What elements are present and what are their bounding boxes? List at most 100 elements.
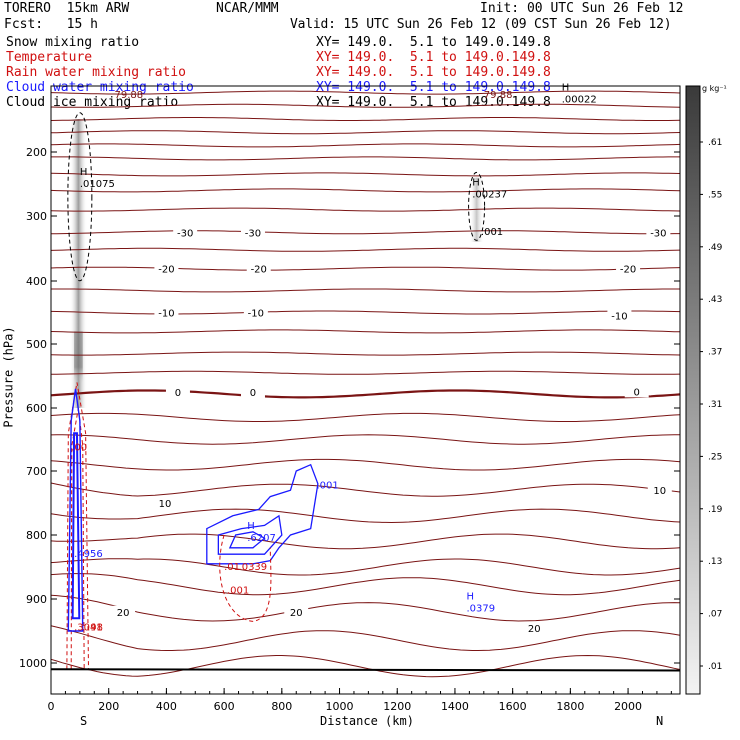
extremum-value: .001 bbox=[227, 585, 249, 596]
extremum-value: .00 bbox=[71, 443, 87, 454]
colorbar-tick-label: .43 bbox=[708, 295, 722, 305]
temperature-label: -20 bbox=[620, 265, 636, 276]
cloud-ice-contour bbox=[67, 112, 93, 282]
temperature-isoline bbox=[50, 143, 681, 148]
cloud-water-contour bbox=[228, 531, 266, 549]
temperature-label: -20 bbox=[251, 265, 267, 276]
temperature-contours bbox=[50, 90, 681, 678]
temperature-isoline bbox=[50, 351, 681, 356]
y-tick-label: 300 bbox=[26, 210, 47, 223]
temperature-isoline bbox=[50, 508, 681, 524]
temperature-label: -20 bbox=[158, 265, 174, 276]
y-tick-label: 700 bbox=[26, 465, 47, 478]
label-bg bbox=[646, 226, 671, 239]
temperature-label: 20 bbox=[117, 608, 130, 619]
snow-shading bbox=[69, 119, 484, 408]
colorbar-tick-label: .37 bbox=[708, 348, 722, 358]
snow-column-base bbox=[74, 331, 83, 383]
extremum-value: .0379 bbox=[466, 603, 495, 614]
plot-frame bbox=[50, 85, 681, 695]
surface-line bbox=[50, 668, 681, 672]
colorbar-tick-label: .55 bbox=[708, 190, 722, 200]
temperature-label: -10 bbox=[248, 309, 264, 320]
x-tick-label: 2000 bbox=[614, 700, 642, 713]
temperature-isoline bbox=[50, 654, 681, 678]
temperature-label: 20 bbox=[528, 624, 541, 635]
temperature-isoline bbox=[51, 156, 680, 161]
label-bg bbox=[522, 621, 547, 634]
temperature-isoline bbox=[50, 188, 681, 193]
temperature-isoline bbox=[50, 594, 681, 622]
x-tick-label: 0 bbox=[48, 700, 55, 713]
axis-ticks: 0 200 400 600 800 1000 1200 1400 1600 1800 2000200… bbox=[19, 146, 680, 713]
colorbar: .61 .55 .49 .43 .37 .31 .25 .19 .13 .07 .01 bbox=[685, 85, 723, 695]
temperature-isoline bbox=[50, 533, 681, 550]
moisture-contours bbox=[66, 112, 486, 670]
label-bg bbox=[246, 262, 271, 275]
label-bg bbox=[152, 497, 177, 509]
label-bg bbox=[284, 605, 309, 618]
extremum-marker: H bbox=[466, 591, 474, 602]
temperature-isoline bbox=[50, 434, 680, 445]
extremum-value: .00022 bbox=[562, 95, 597, 106]
model-label: TORERO 15km ARW bbox=[4, 1, 130, 16]
temperature-isoline bbox=[50, 412, 681, 422]
label-bg bbox=[154, 306, 179, 319]
temperature-label: 0 bbox=[250, 388, 256, 399]
temperature-label: -30 bbox=[245, 228, 261, 239]
extremum-marker: H bbox=[247, 521, 255, 532]
extremum-value: .001 bbox=[481, 227, 503, 238]
temperature-isoline bbox=[50, 103, 681, 108]
y-tick-label: 200 bbox=[26, 146, 47, 159]
label-bg bbox=[154, 262, 179, 275]
temperature-isoline bbox=[50, 130, 681, 135]
x-axis-south-label: S bbox=[80, 714, 88, 728]
label-bg bbox=[647, 484, 672, 497]
colorbar-tick-label: .13 bbox=[708, 557, 722, 567]
temperature-isoline bbox=[50, 558, 681, 576]
legend-xy: XY= 149.0. 5.1 to 149.0.149.8 bbox=[316, 65, 551, 80]
legend-label: Cloud water mixing ratio bbox=[6, 80, 194, 95]
temperature-isoline bbox=[50, 573, 681, 596]
label-bg bbox=[240, 226, 265, 239]
temperature-isoline bbox=[50, 117, 681, 121]
x-tick-label: 1600 bbox=[499, 700, 527, 713]
x-axis-label: Distance (km) bbox=[320, 714, 414, 728]
temperature-isoline bbox=[51, 370, 681, 375]
extremum-value: .01075 bbox=[80, 179, 115, 190]
x-axis-north-label: N bbox=[656, 714, 664, 728]
x-tick-label: 200 bbox=[98, 700, 119, 713]
extremum-value: .4956 bbox=[74, 549, 103, 560]
x-tick-label: 600 bbox=[214, 700, 235, 713]
y-tick-label: 500 bbox=[26, 338, 47, 351]
temperature-isoline bbox=[50, 247, 681, 252]
temperature-label: 0 bbox=[634, 387, 640, 398]
label-bg bbox=[616, 262, 641, 275]
temperature-isoline bbox=[50, 172, 681, 177]
label-bg bbox=[173, 226, 198, 239]
temperature-label: 10 bbox=[653, 486, 666, 497]
extremum-value: .3041 bbox=[74, 623, 103, 634]
cloud-ice-contour bbox=[468, 171, 486, 241]
plot-border bbox=[50, 85, 681, 695]
temperature-label: 0 bbox=[175, 388, 181, 399]
label-bg bbox=[243, 306, 268, 319]
rain-water-contour bbox=[219, 534, 272, 622]
temperature-isoline bbox=[50, 207, 681, 212]
extremum-value: .98 bbox=[87, 623, 103, 634]
top-contour-label: 79.88 bbox=[484, 90, 513, 101]
valid-label: Valid: 15 UTC Sun 26 Feb 12 (09 CST Sun … bbox=[290, 17, 672, 32]
temperature-isoline bbox=[50, 329, 681, 334]
init-label: Init: 00 UTC Sun 26 Feb 12 bbox=[480, 1, 684, 16]
temperature-isoline bbox=[50, 310, 681, 315]
colorbar-tick-label: .07 bbox=[708, 610, 722, 620]
y-tick-label: 600 bbox=[26, 402, 47, 415]
legend-label: Rain water mixing ratio bbox=[6, 65, 187, 80]
legend-xy: XY= 149.0. 5.1 to 149.0.149.8 bbox=[316, 80, 551, 95]
temperature-label: -30 bbox=[177, 228, 193, 239]
temperature-isoline bbox=[50, 625, 681, 651]
temperature-isoline bbox=[51, 230, 680, 235]
cloud-water-contour bbox=[206, 463, 319, 565]
